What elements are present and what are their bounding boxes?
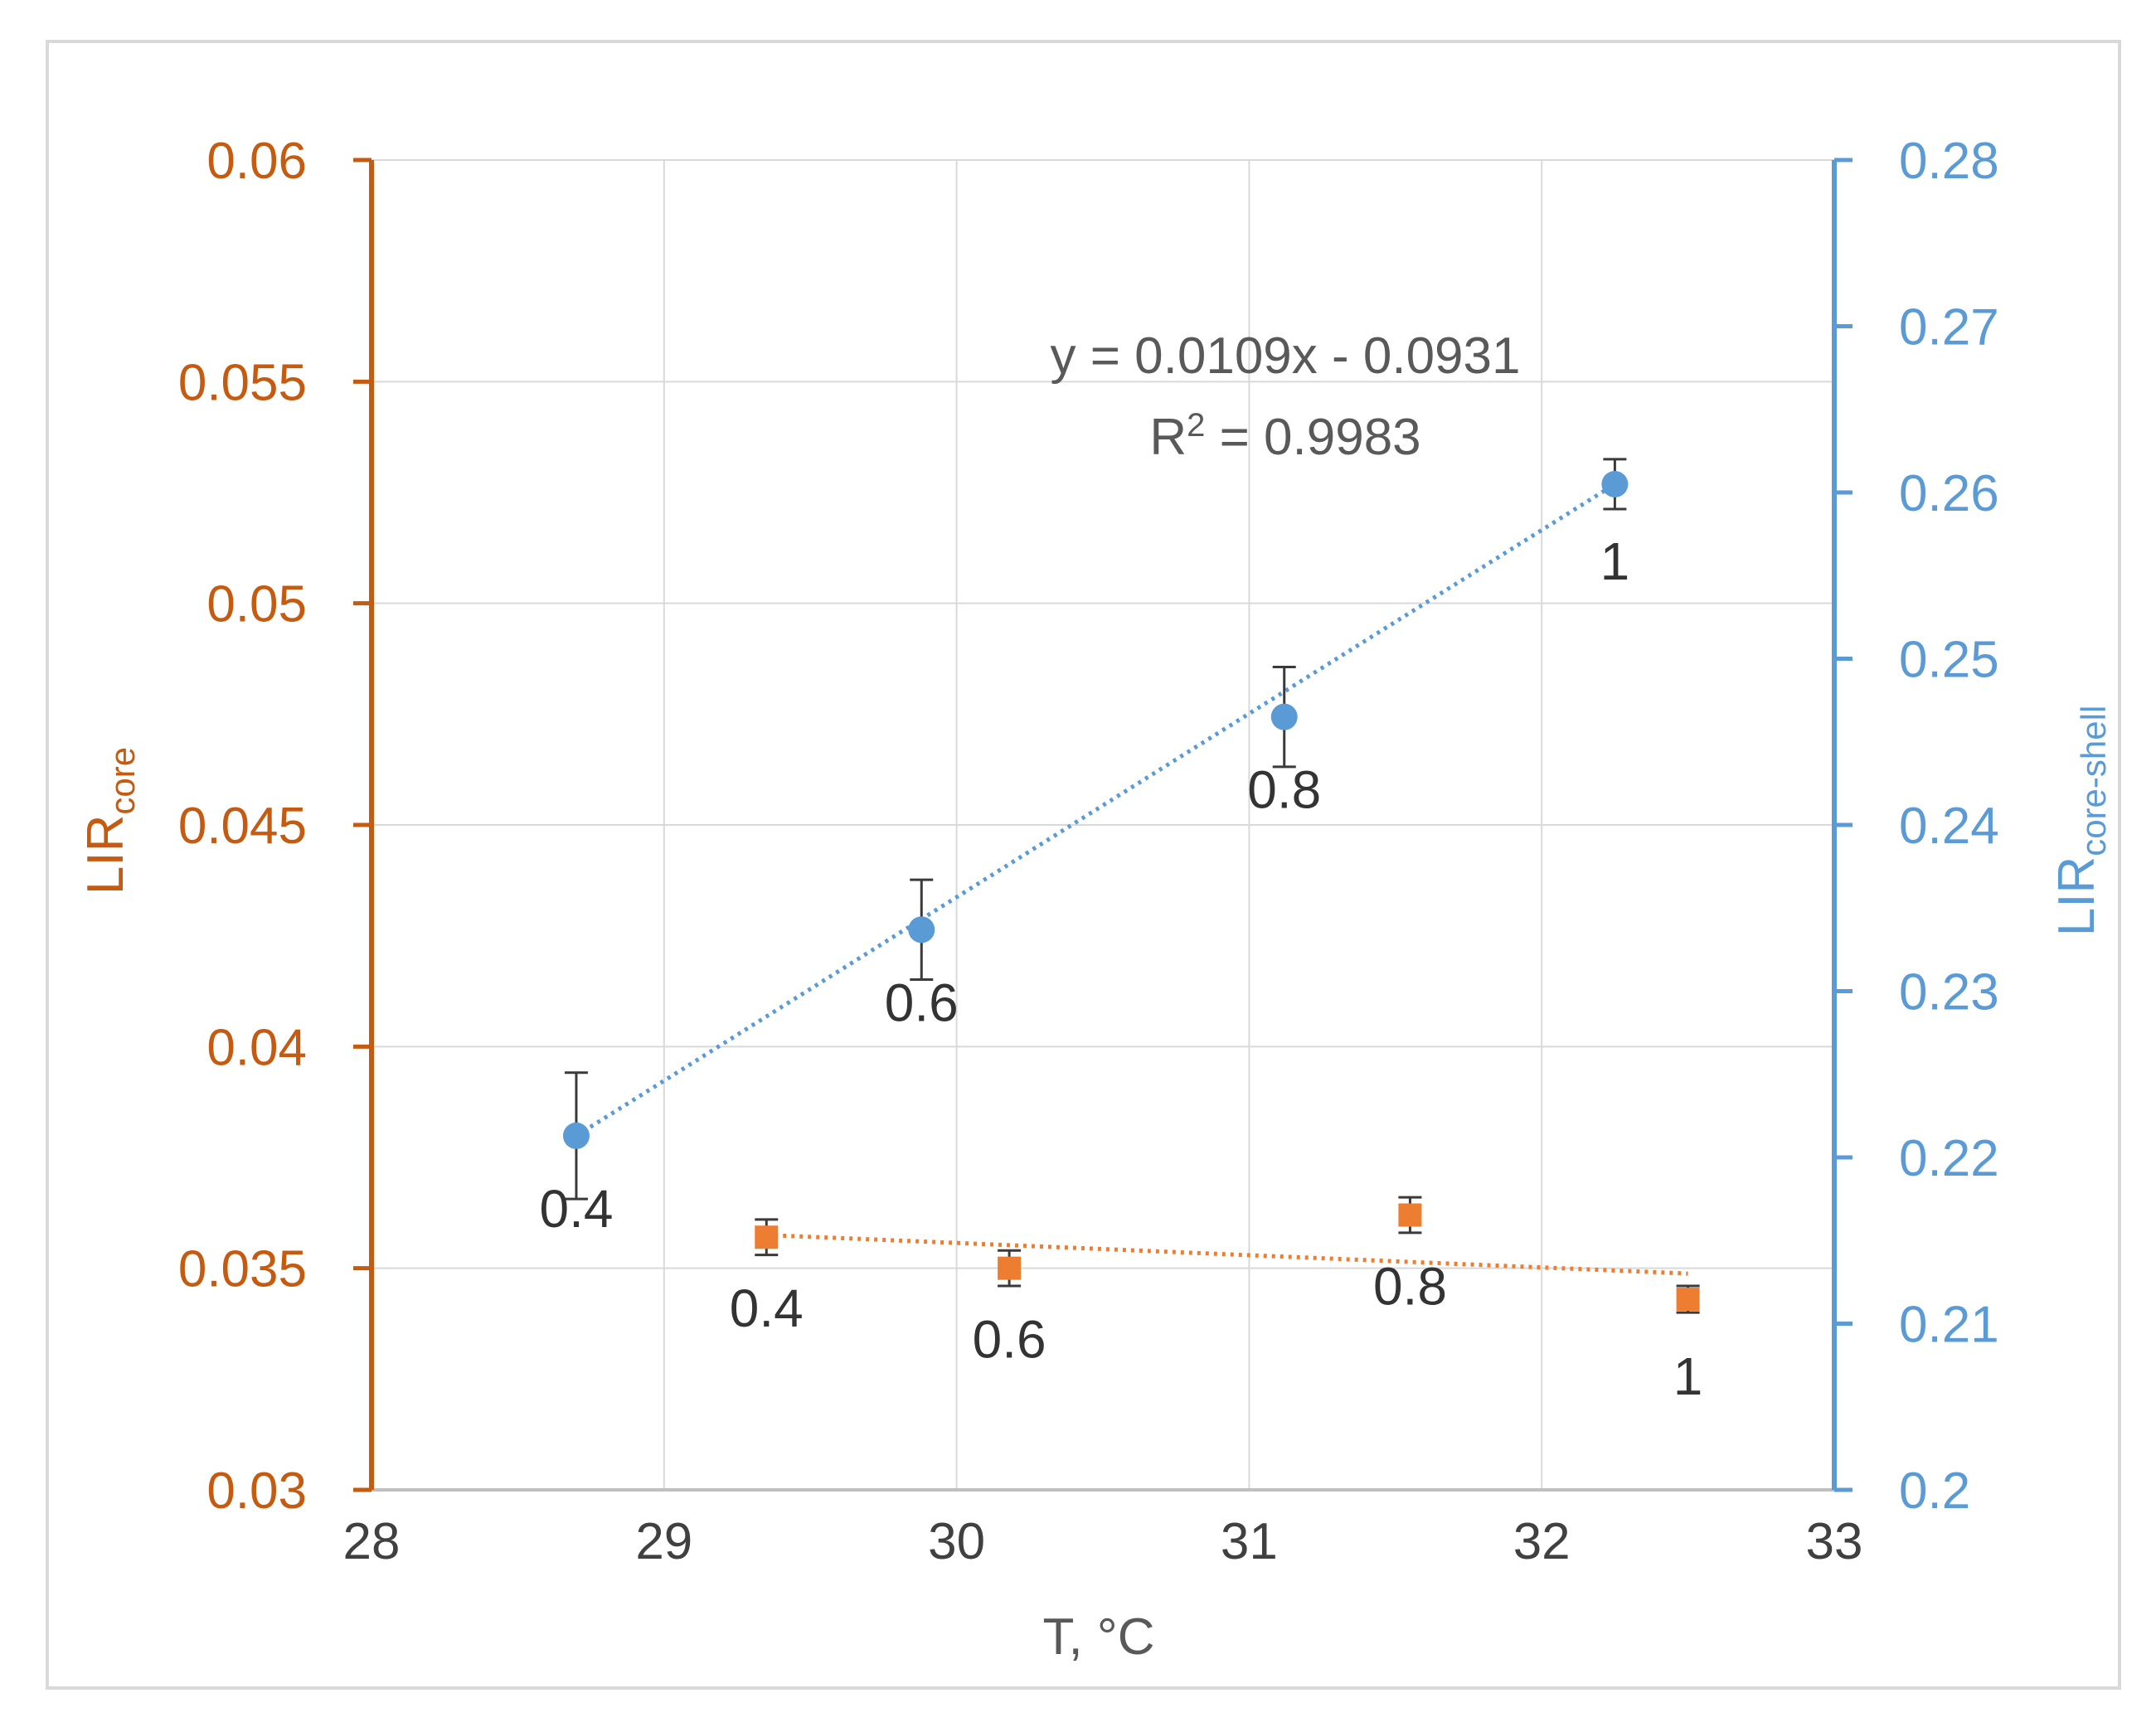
r2-value: = 0.9983 xyxy=(1205,409,1420,466)
left-tick-label: 0.03 xyxy=(206,1463,307,1520)
x-axis-title: T, °C xyxy=(1042,1608,1154,1666)
x-tick-label: 32 xyxy=(1513,1513,1571,1570)
left-axis-title-sub: core xyxy=(103,747,142,815)
right-axis-title-main: LIR xyxy=(2048,856,2105,936)
right-axis-title: LIRcore-shell xyxy=(2048,706,2113,937)
right-tick-label: 0.2 xyxy=(1899,1463,1970,1520)
data-label-core-shell: 0.6 xyxy=(885,973,959,1032)
right-axis-title-sub: core-shell xyxy=(2074,706,2113,856)
left-axis-title: LIRcore xyxy=(77,747,142,895)
trendline-core-shell xyxy=(575,482,1616,1138)
point-core xyxy=(755,1225,779,1249)
right-tick-label: 0.26 xyxy=(1899,465,1999,522)
axes xyxy=(353,158,1853,1492)
tick-labels: 0.03 0.035 0.04 0.045 0.05 0.055 0.06 0.2 0.21 0.… xyxy=(178,133,1999,1570)
x-tick-label: 31 xyxy=(1221,1513,1278,1570)
trendline-r-squared: R2 = 0.9983 xyxy=(1149,407,1420,466)
r2-superscript: 2 xyxy=(1187,407,1205,444)
point-core-shell xyxy=(1270,703,1298,730)
data-label-core: 1 xyxy=(1673,1346,1703,1406)
right-tick-label: 0.24 xyxy=(1899,798,1999,855)
data-marks xyxy=(562,458,1700,1314)
right-tick-label: 0.28 xyxy=(1899,133,1999,190)
left-tick-label: 0.045 xyxy=(178,798,307,855)
point-core-shell xyxy=(908,916,935,944)
trendlines xyxy=(575,482,1688,1276)
left-tick-label: 0.06 xyxy=(206,133,307,190)
data-label-core-shell: 1 xyxy=(1600,531,1630,591)
x-tick-label: 30 xyxy=(928,1513,985,1570)
right-tick-label: 0.23 xyxy=(1899,964,1999,1021)
right-tick-label: 0.27 xyxy=(1899,299,1999,357)
x-tick-label: 29 xyxy=(635,1513,692,1570)
point-core xyxy=(998,1256,1022,1280)
x-tick-label: 28 xyxy=(343,1513,401,1570)
data-label-core-shell: 0.8 xyxy=(1247,760,1321,820)
data-label-core: 0.6 xyxy=(973,1310,1046,1370)
left-tick-label: 0.05 xyxy=(206,576,307,633)
data-label-core: 0.8 xyxy=(1373,1257,1447,1317)
data-labels: 0.4 0.6 0.8 1 0.4 0.6 0.8 1 xyxy=(539,531,1702,1406)
x-tick-label: 33 xyxy=(1806,1513,1863,1570)
left-tick-label: 0.055 xyxy=(178,354,307,411)
point-core-shell xyxy=(562,1122,590,1149)
left-axis-title-main: LIR xyxy=(77,815,134,895)
chart-frame xyxy=(46,40,2121,1690)
trendline-equation: y = 0.0109x - 0.0931 xyxy=(1050,327,1520,385)
left-tick-label: 0.04 xyxy=(206,1019,307,1076)
right-tick-label: 0.22 xyxy=(1899,1130,1999,1187)
point-core-shell xyxy=(1601,470,1629,497)
r2-prefix: R xyxy=(1149,409,1187,466)
data-label-core-shell: 0.4 xyxy=(539,1179,613,1239)
right-tick-label: 0.25 xyxy=(1899,632,1999,689)
left-tick-label: 0.035 xyxy=(178,1241,307,1298)
right-tick-label: 0.21 xyxy=(1899,1297,1999,1354)
point-core xyxy=(1398,1203,1422,1227)
data-label-core: 0.4 xyxy=(730,1278,804,1338)
point-core xyxy=(1676,1288,1700,1312)
grid-lines xyxy=(371,159,1834,1490)
